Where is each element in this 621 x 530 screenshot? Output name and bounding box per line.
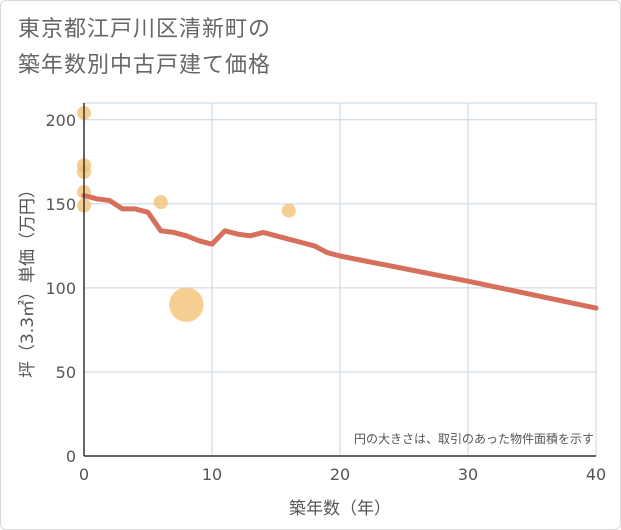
x-tick-label: 30: [458, 465, 478, 484]
bubble-point: [153, 195, 168, 210]
title-line-2: 築年数別中古戸建て価格: [18, 53, 272, 78]
trend-line: [81, 193, 599, 311]
x-tick-label: 0: [79, 465, 89, 484]
y-tick-label: 200: [45, 111, 76, 130]
y-tick-label: 100: [45, 279, 76, 298]
axes: [83, 103, 596, 457]
bubble-point: [281, 203, 296, 218]
x-tick-label: 20: [330, 465, 350, 484]
x-axis-label: 築年数（年）: [289, 499, 391, 519]
y-tick-label: 0: [66, 447, 76, 466]
x-tick-label: 40: [586, 465, 606, 484]
bubble-series: [77, 106, 296, 322]
chart-title: 東京都江戸川区清新町の 築年数別中古戸建て価格: [18, 12, 271, 84]
y-tick-label: 50: [56, 363, 76, 382]
grid: [83, 102, 597, 457]
chart-note: 円の大きさは、取引のあった物件面積を示す: [354, 431, 594, 446]
y-axis-label: 坪（3.3㎡）単価（万円）: [18, 181, 38, 378]
trend-series: [81, 193, 599, 311]
bubble-point: [169, 287, 204, 322]
tick-labels: 0 10 20 30 40 0 50 100 150 200: [45, 111, 606, 484]
title-line-1: 東京都江戸川区清新町の: [18, 17, 272, 42]
y-tick-label: 150: [45, 195, 76, 214]
x-tick-label: 10: [202, 465, 222, 484]
